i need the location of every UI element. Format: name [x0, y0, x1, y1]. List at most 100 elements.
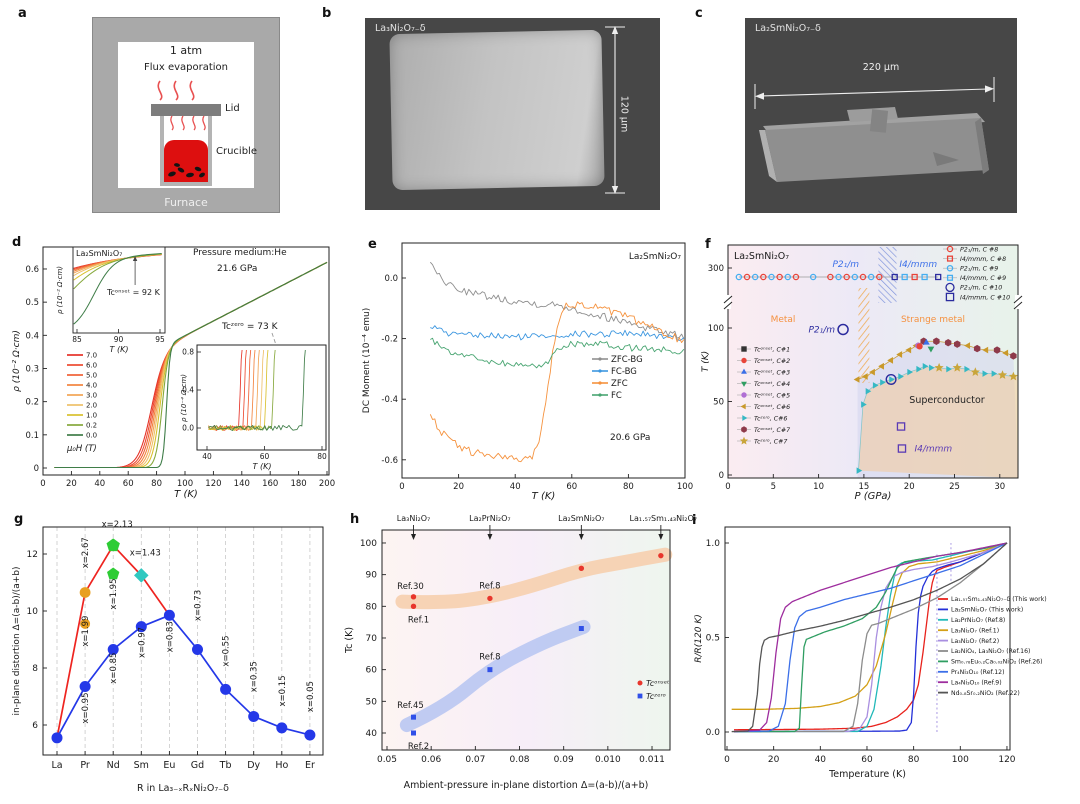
svg-text:x=2.67: x=2.67 — [81, 537, 91, 568]
svg-text:90: 90 — [114, 335, 124, 344]
svg-text:20: 20 — [768, 755, 780, 765]
svg-text:La₂SmNi₂O₇: La₂SmNi₂O₇ — [629, 252, 682, 262]
svg-text:1.0: 1.0 — [86, 412, 97, 420]
svg-text:12: 12 — [27, 550, 38, 560]
svg-text:T (K): T (K) — [532, 491, 556, 502]
panel-h: h 0.05 0.06 0.07 0.08 0.09 0.010 0.011 40 50 60 70… — [340, 507, 700, 804]
svg-text:60: 60 — [260, 452, 270, 461]
svg-text:La₂PrNi₂O₇: La₂PrNi₂O₇ — [469, 514, 510, 523]
svg-text:La₁.₅₇Sm₁.₄₃Ni₂O₇: La₁.₅₇Sm₁.₄₃Ni₂O₇ — [630, 514, 697, 523]
svg-text:120: 120 — [998, 755, 1015, 765]
svg-text:2.0: 2.0 — [86, 402, 97, 410]
svg-text:Nd₀.₈Sr₀.₂NiO₂ (Ref.22): Nd₀.₈Sr₀.₂NiO₂ (Ref.22) — [951, 690, 1020, 697]
svg-text:R/R(120 K): R/R(120 K) — [694, 614, 704, 663]
svg-text:21.6 GPa: 21.6 GPa — [217, 264, 257, 274]
svg-text:0.6: 0.6 — [25, 265, 39, 275]
panel-i: i 0 20 40 60 80 100 120 0.0 0.5 1.0 La₁.₅₇Sm₁.₄₃Ni… — [690, 507, 1080, 804]
svg-text:0.05: 0.05 — [377, 755, 397, 765]
svg-text:Tcᵒⁿˢᵉᵗ: Tcᵒⁿˢᵉᵗ — [646, 679, 670, 688]
svg-text:0.06: 0.06 — [421, 755, 441, 765]
svg-text:x=0.85: x=0.85 — [109, 653, 119, 684]
svg-text:Ref.1: Ref.1 — [408, 615, 429, 625]
svg-text:0.5: 0.5 — [25, 298, 39, 308]
svg-text:Pr: Pr — [80, 760, 90, 771]
svg-text:Gd: Gd — [191, 760, 204, 771]
svg-text:20: 20 — [453, 482, 464, 492]
svg-text:x=0.55: x=0.55 — [222, 635, 232, 666]
svg-text:50: 50 — [366, 697, 378, 707]
pressure-label: 1 atm — [169, 44, 203, 57]
svg-text:100: 100 — [360, 539, 377, 549]
svg-text:Tc (K): Tc (K) — [344, 627, 355, 654]
svg-text:60: 60 — [861, 755, 873, 765]
compound-label: La₃Ni₂O₇₋δ — [375, 23, 426, 34]
svg-text:0.07: 0.07 — [465, 755, 485, 765]
svg-text:80: 80 — [623, 482, 634, 492]
svg-text:I4/mmm, C #10: I4/mmm, C #10 — [960, 294, 1010, 301]
svg-text:x=2.13: x=2.13 — [102, 520, 133, 530]
svg-text:80: 80 — [151, 479, 162, 489]
normalized-resistance-chart: 0 20 40 60 80 100 120 0.0 0.5 1.0 La₁.₅₇Sm₁.₄₃Ni₂O… — [694, 526, 1047, 780]
svg-text:I4/mmm: I4/mmm — [914, 445, 952, 455]
svg-text:x=0.95: x=0.95 — [81, 692, 91, 723]
svg-text:0.09: 0.09 — [554, 755, 574, 765]
panel-f: f P2₁/m I4/mmm I4/mmm P2₁/m Metal Strange met… — [700, 233, 1080, 507]
svg-text:300: 300 — [708, 264, 724, 274]
svg-text:60: 60 — [566, 482, 577, 492]
svg-text:Tcᵒⁿˢᵉᵗ, C#7: Tcᵒⁿˢᵉᵗ, C#7 — [754, 427, 790, 434]
svg-text:10: 10 — [27, 607, 39, 617]
crucible-label: Crucible — [216, 146, 257, 157]
lid-label: Lid — [225, 103, 240, 114]
svg-text:0.0: 0.0 — [384, 274, 398, 284]
svg-text:T (K): T (K) — [253, 462, 272, 471]
panel-label: e — [368, 237, 377, 252]
svg-text:La₃Ni₂O₇: La₃Ni₂O₇ — [397, 514, 430, 523]
svg-text:-0.2: -0.2 — [381, 335, 398, 345]
svg-text:x=0.83: x=0.83 — [165, 621, 175, 652]
svg-text:25: 25 — [949, 482, 960, 492]
svg-text:ρ (10⁻² Ω·cm): ρ (10⁻² Ω·cm) — [56, 266, 64, 314]
panel-label: c — [695, 6, 703, 21]
svg-text:ρ (10⁻⁴ Ω·cm): ρ (10⁻⁴ Ω·cm) — [180, 374, 188, 422]
svg-text:5.0: 5.0 — [86, 372, 97, 380]
svg-text:0.08: 0.08 — [509, 755, 529, 765]
svg-text:FC: FC — [611, 391, 622, 401]
svg-text:x=1.43: x=1.43 — [130, 548, 161, 558]
crucible-shape — [160, 115, 212, 186]
panel-c: c 220 μm La₂SmNi₂O₇₋δ — [690, 0, 1080, 232]
svg-text:0: 0 — [724, 755, 730, 765]
svg-text:160: 160 — [262, 479, 278, 489]
svg-text:180: 180 — [290, 479, 306, 489]
svg-text:Tcᵒⁿˢᵉᵗ = 92 K: Tcᵒⁿˢᵉᵗ = 92 K — [106, 288, 161, 297]
svg-text:Tcᶻᵉʳᵒ = 73 K: Tcᶻᵉʳᵒ = 73 K — [221, 322, 279, 332]
svg-text:0.8: 0.8 — [182, 348, 194, 357]
svg-text:Sm: Sm — [134, 760, 149, 771]
svg-text:P2₁/m, C #8: P2₁/m, C #8 — [960, 246, 998, 253]
svg-text:Tcᵒⁿˢᵉᵗ, C#3: Tcᵒⁿˢᵉᵗ, C#3 — [754, 369, 790, 376]
svg-text:x=1.99: x=1.99 — [81, 616, 91, 647]
svg-text:Ho: Ho — [275, 760, 288, 771]
svg-text:Tcᵒⁿˢᵉᵗ, C#6: Tcᵒⁿˢᵉᵗ, C#6 — [754, 404, 790, 411]
svg-text:Ref.8: Ref.8 — [479, 581, 500, 591]
svg-text:ρ (10⁻² Ω·cm): ρ (10⁻² Ω·cm) — [12, 330, 22, 392]
svg-text:40: 40 — [94, 479, 105, 489]
crystal-chunks-icon — [168, 163, 205, 178]
svg-text:4.0: 4.0 — [86, 382, 97, 390]
svg-text:80: 80 — [317, 452, 327, 461]
svg-text:120: 120 — [205, 479, 221, 489]
svg-text:Tcᵒⁿˢᵉᵗ, C#1: Tcᵒⁿˢᵉᵗ, C#1 — [754, 346, 790, 353]
svg-text:La₂SmNi₂O₇: La₂SmNi₂O₇ — [734, 251, 789, 262]
svg-text:20: 20 — [904, 482, 915, 492]
svg-text:40: 40 — [366, 729, 378, 739]
svg-text:Temperature (K): Temperature (K) — [828, 769, 906, 780]
svg-text:0: 0 — [399, 482, 404, 492]
svg-text:T (K): T (K) — [110, 345, 129, 354]
svg-text:P (GPa): P (GPa) — [855, 491, 892, 502]
svg-text:10: 10 — [813, 482, 824, 492]
svg-text:La₂SmNi₂O₇: La₂SmNi₂O₇ — [76, 249, 122, 258]
panel-label: h — [350, 512, 360, 527]
svg-text:La₃Ni₂O₇ (Ref.2): La₃Ni₂O₇ (Ref.2) — [951, 638, 999, 645]
svg-text:1.0: 1.0 — [706, 539, 721, 549]
scale-arrow-icon — [605, 26, 625, 194]
svg-text:0.0: 0.0 — [86, 432, 97, 440]
